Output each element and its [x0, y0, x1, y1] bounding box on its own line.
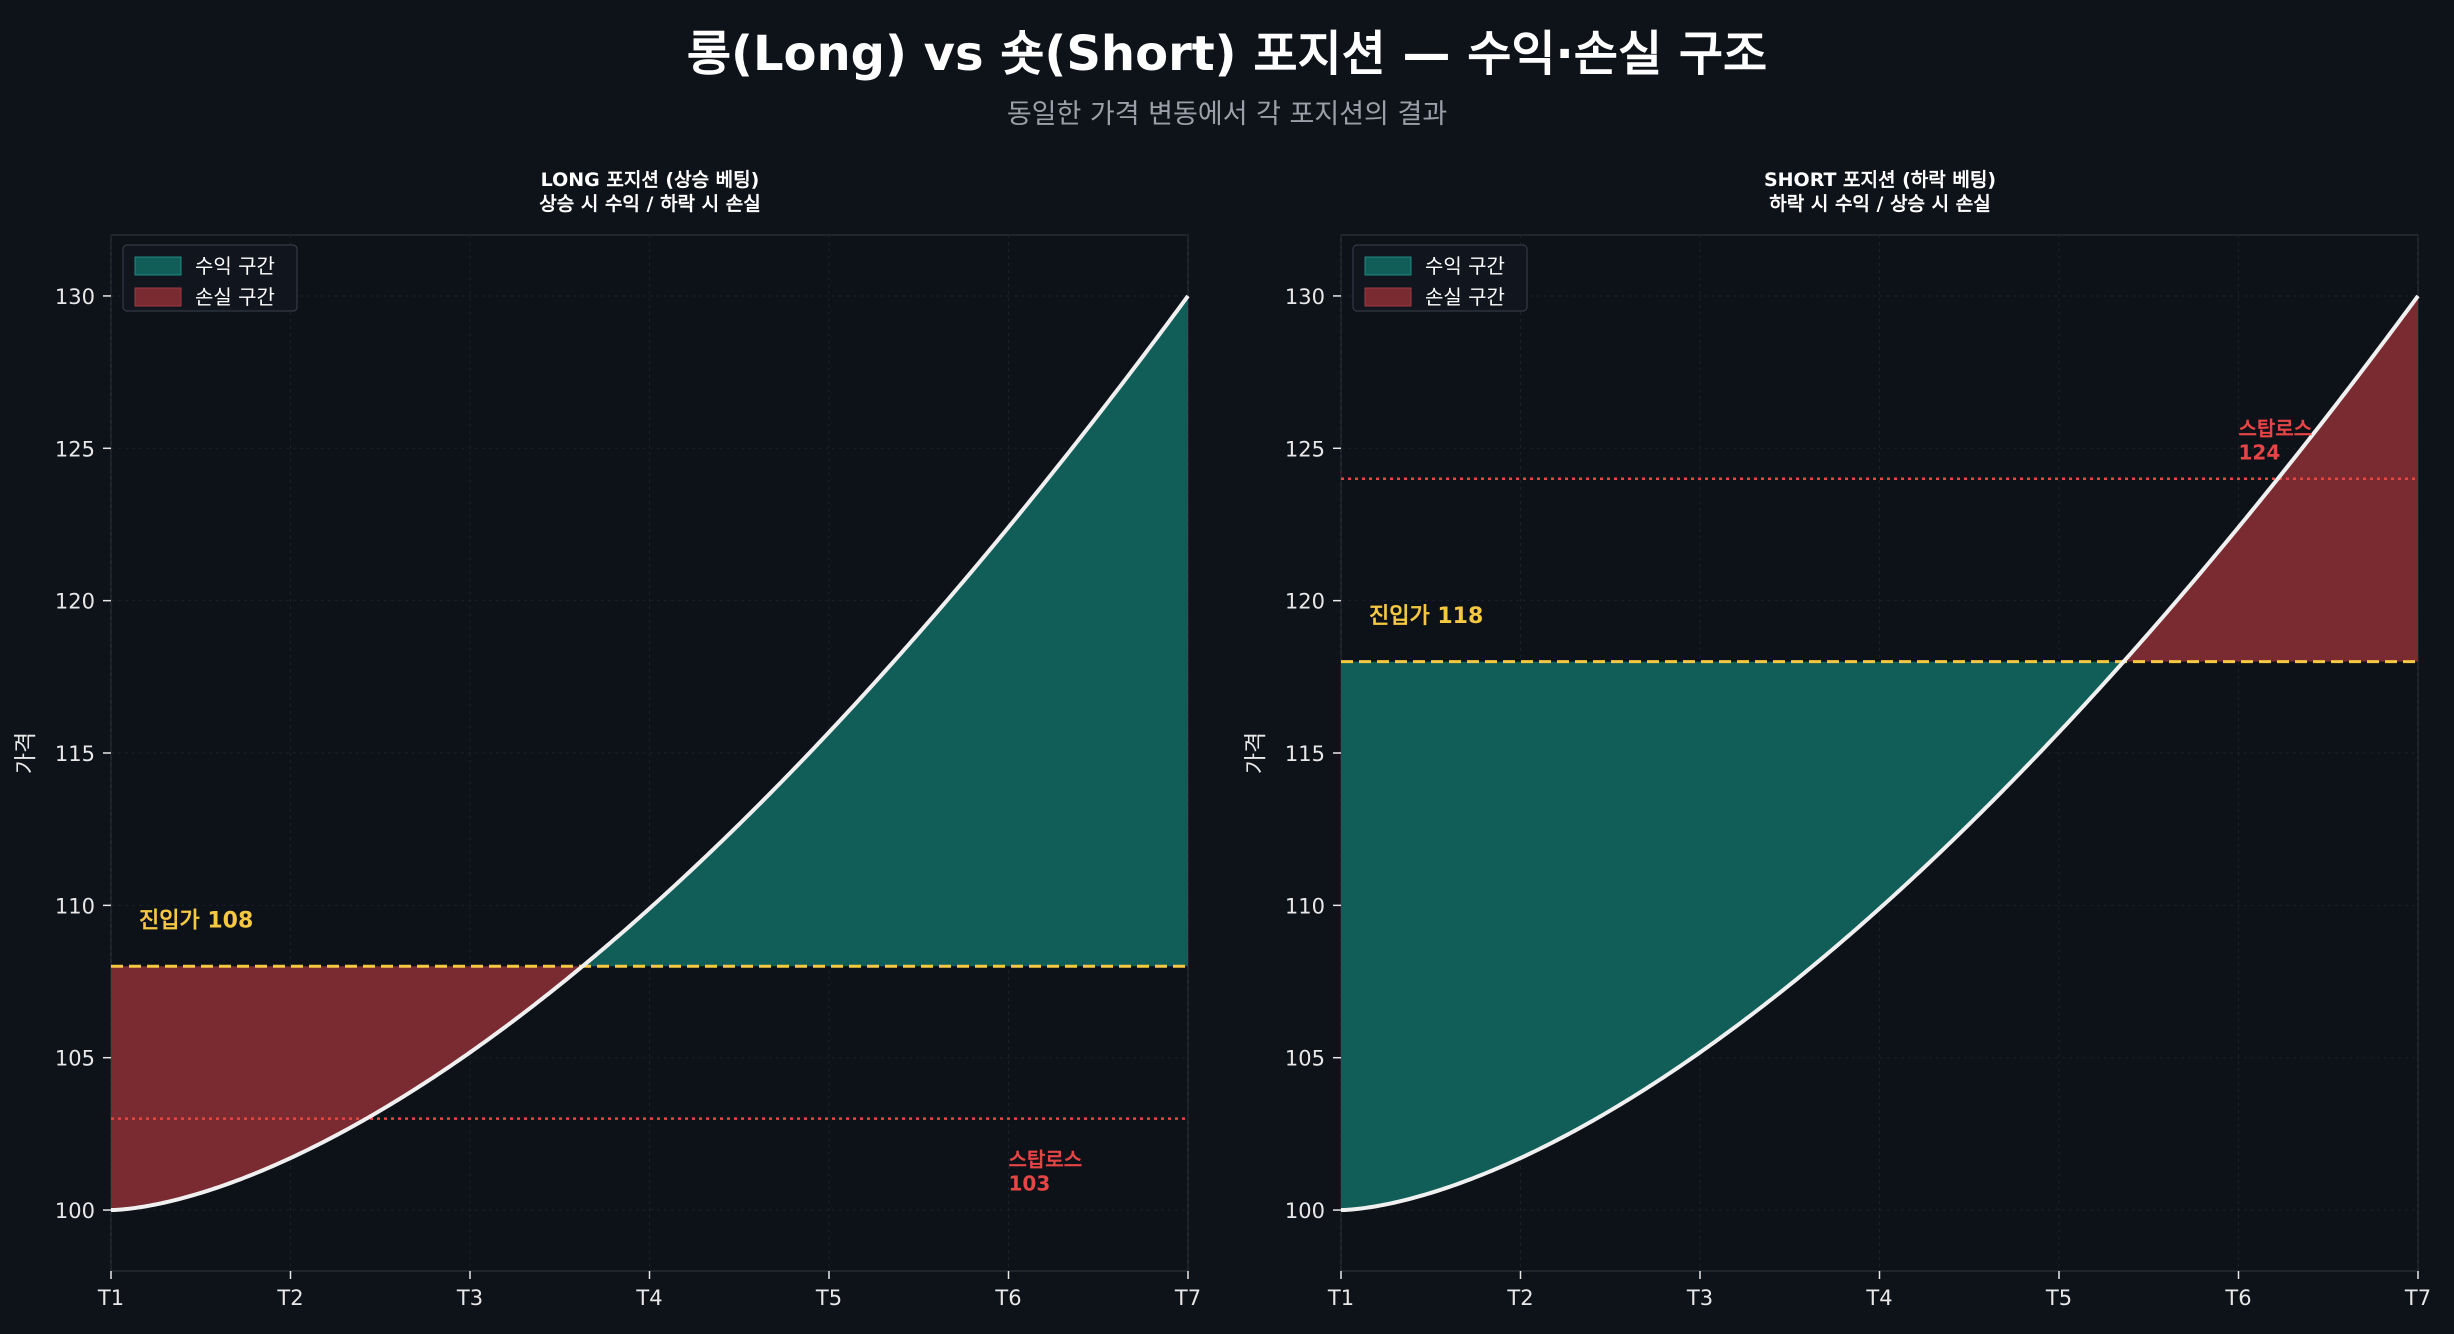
- legend-swatch: [134, 256, 182, 276]
- stop-loss-value: 124: [2239, 440, 2281, 464]
- x-tick-label: T6: [2224, 1286, 2251, 1310]
- page-title: 롱(Long) vs 숏(Short) 포지션 — 수익·손실 구조: [686, 26, 1768, 82]
- x-tick-label: T6: [994, 1286, 1021, 1310]
- y-tick-label: 100: [55, 1199, 95, 1223]
- price-line: [1340, 294, 2420, 1213]
- x-tick-label: T1: [97, 1286, 124, 1310]
- legend-swatch: [134, 287, 182, 307]
- loss-zone: [111, 966, 582, 1211]
- legend-swatch: [1364, 287, 1412, 307]
- profit-zone: [1341, 661, 2124, 1211]
- y-tick-label: 105: [55, 1047, 95, 1071]
- y-tick-label: 120: [55, 590, 95, 614]
- x-tick-label: T4: [635, 1286, 662, 1310]
- stop-loss-label: 스탑로스: [1009, 1148, 1083, 1172]
- page-subtitle: 동일한 가격 변동에서 각 포지션의 결과: [1006, 99, 1448, 130]
- stop-loss-value: 103: [1009, 1172, 1051, 1196]
- y-axis-label: 가격: [1243, 732, 1269, 774]
- loss-zone: [2127, 295, 2418, 662]
- entry-price-label: 진입가 108: [139, 909, 253, 934]
- panel-title: SHORT 포지션 (하락 베팅): [1764, 169, 1996, 191]
- legend-swatch: [1364, 256, 1412, 276]
- legend-label: 수익 구간: [1425, 254, 1505, 278]
- legend-label: 수익 구간: [195, 254, 275, 278]
- panel-subtitle: 상승 시 수익 / 하락 시 손실: [539, 193, 760, 215]
- profit-zone: [584, 295, 1188, 967]
- y-tick-label: 115: [55, 742, 95, 766]
- legend-label: 손실 구간: [1425, 285, 1505, 309]
- y-tick-label: 120: [1285, 590, 1325, 614]
- x-tick-label: T7: [2404, 1286, 2431, 1310]
- y-tick-label: 130: [1285, 285, 1325, 309]
- y-tick-label: 130: [55, 285, 95, 309]
- x-tick-label: T5: [815, 1286, 842, 1310]
- stop-loss-label: 스탑로스: [2239, 416, 2313, 440]
- legend-label: 손실 구간: [195, 285, 275, 309]
- y-tick-label: 100: [1285, 1199, 1325, 1223]
- y-tick-label: 110: [1285, 894, 1325, 918]
- x-tick-label: T3: [456, 1286, 483, 1310]
- x-tick-label: T3: [1686, 1286, 1713, 1310]
- x-tick-label: T2: [276, 1286, 303, 1310]
- x-tick-label: T1: [1327, 1286, 1354, 1310]
- y-tick-label: 105: [1285, 1047, 1325, 1071]
- y-tick-label: 125: [55, 437, 95, 461]
- panel-title: LONG 포지션 (상승 베팅): [541, 169, 760, 191]
- x-tick-label: T2: [1506, 1286, 1533, 1310]
- price-line: [110, 294, 1190, 1213]
- x-tick-label: T5: [2045, 1286, 2072, 1310]
- y-tick-label: 125: [1285, 437, 1325, 461]
- y-axis-label: 가격: [13, 732, 39, 774]
- x-tick-label: T7: [1174, 1286, 1201, 1310]
- entry-price-label: 진입가 118: [1369, 604, 1483, 629]
- y-tick-label: 110: [55, 894, 95, 918]
- x-tick-label: T4: [1865, 1286, 1892, 1310]
- y-tick-label: 115: [1285, 742, 1325, 766]
- panel-subtitle: 하락 시 수익 / 상승 시 손실: [1769, 193, 1990, 215]
